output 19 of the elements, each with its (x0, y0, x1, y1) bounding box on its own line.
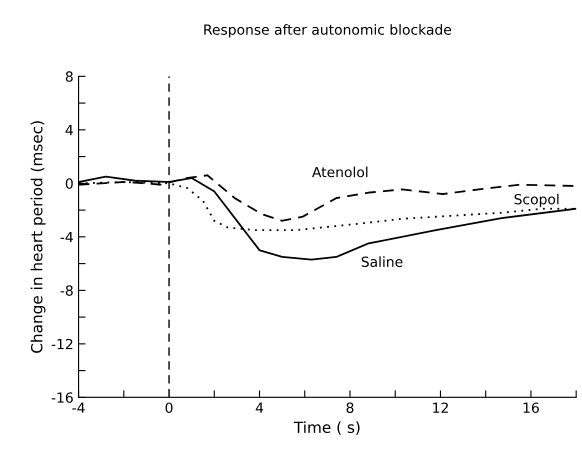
x-axis-title: Time ( s) (294, 421, 360, 435)
x-tick-label: -4 (72, 402, 85, 413)
chart-title: Response after autonomic blockade (204, 24, 452, 38)
y-tick-label: -8 (60, 285, 73, 296)
series-label: Saline (362, 256, 402, 268)
x-tick-label: 16 (524, 402, 539, 413)
x-tick-label: 4 (256, 402, 264, 413)
y-tick-label: 8 (66, 71, 73, 82)
series-label: Atenolol (312, 166, 368, 178)
y-tick-label: -4 (60, 232, 73, 242)
y-axis-title: Change in heart period (msec) (30, 121, 46, 353)
series-label: Scopol (514, 194, 558, 208)
y-tick-label: -12 (52, 338, 72, 350)
y-tick-label: 0 (66, 178, 73, 189)
y-tick-label: -16 (52, 392, 73, 403)
y-tick-label: 4 (66, 124, 73, 136)
x-tick-label: 8 (346, 402, 354, 413)
x-tick-label: 0 (166, 402, 173, 413)
x-tick-label: 12 (433, 402, 448, 413)
